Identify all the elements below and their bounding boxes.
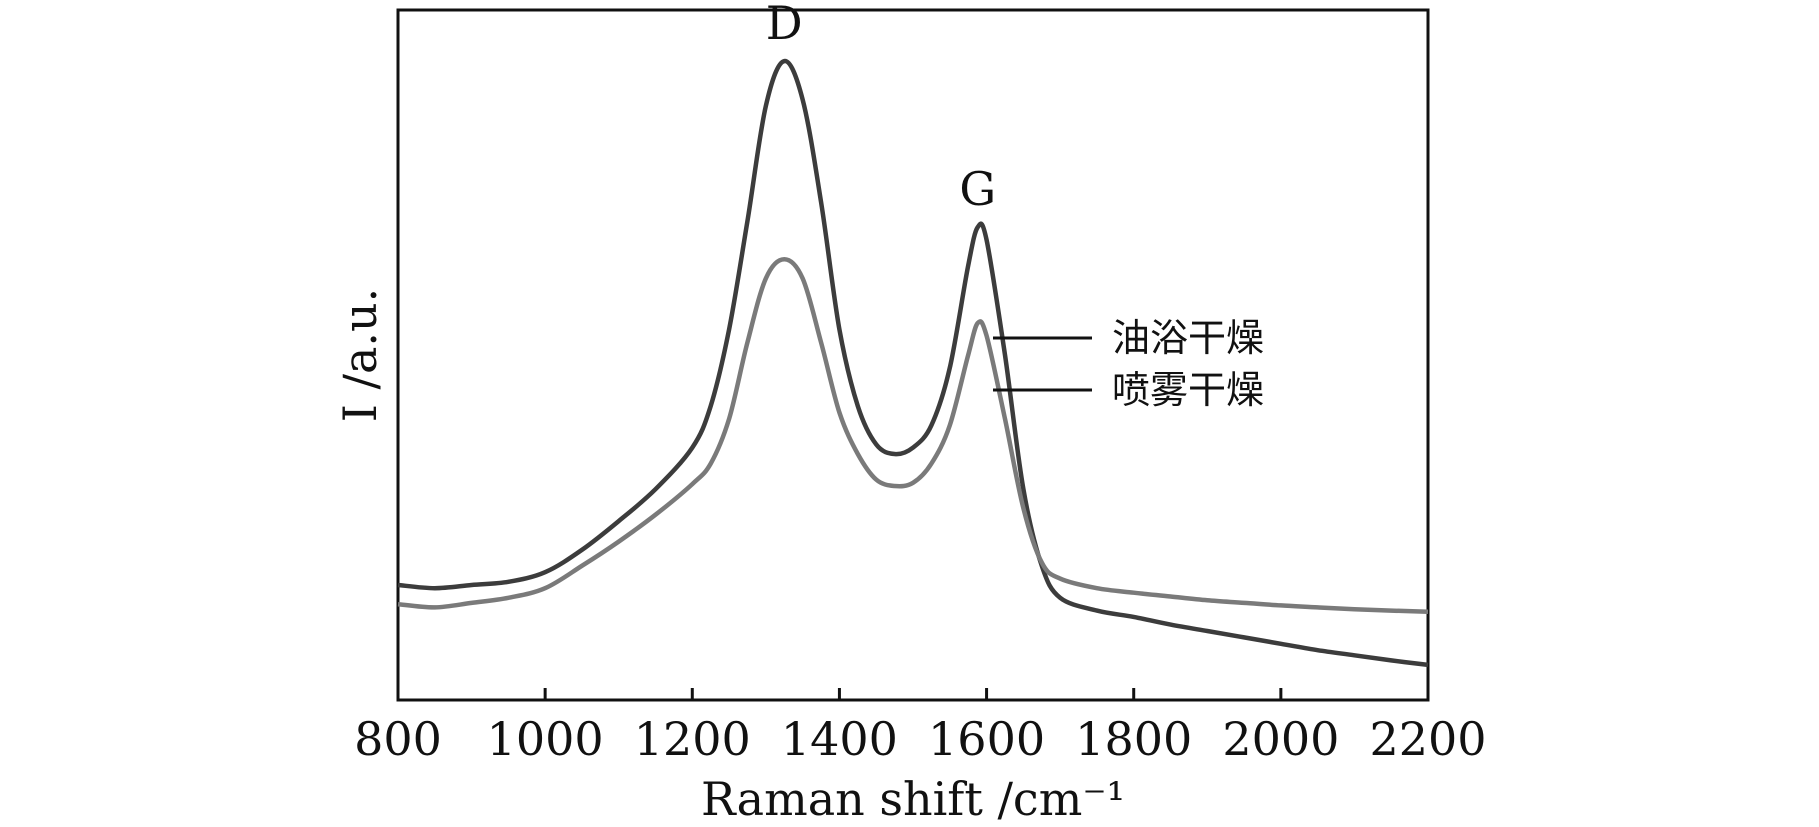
x-tick-label: 1000 [487,712,604,766]
series-curves [397,58,1429,668]
x-tick-label: 1400 [781,712,898,766]
x-axis-label: Raman shift /cm⁻¹ [701,772,1125,826]
y-axis-label: I /a.u. [333,288,387,423]
series-line-2 [397,256,1429,615]
x-tick-label: 800 [354,712,442,766]
x-tick-label: 1600 [928,712,1045,766]
x-tick-label: 1800 [1075,712,1192,766]
x-tick-label: 1200 [634,712,751,766]
legend-entry-label: 喷雾干燥 [1112,368,1264,412]
peak-label-d: D [766,0,803,50]
peak-label-g: G [959,162,996,216]
series-line-1 [397,58,1429,668]
legend-entry-label: 油浴干燥 [1112,316,1264,360]
plot-frame [396,8,1430,702]
x-tick-label: 2200 [1369,712,1486,766]
peak-annotations: DG [766,0,996,216]
x-tick-label: 2000 [1222,712,1339,766]
x-ticks: 800 1000 1200 1400 1600 1800 2000 2200 [354,688,1487,766]
